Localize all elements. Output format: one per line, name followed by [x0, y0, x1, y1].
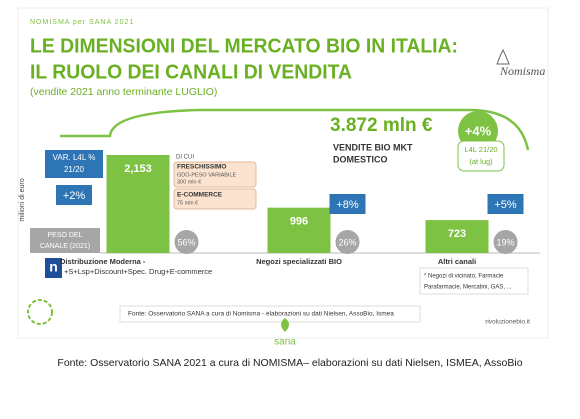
brand: NOMISMA per SANA 2021: [30, 19, 134, 26]
total-growth: +4%: [465, 123, 492, 138]
sana-leaf: [281, 318, 289, 332]
footnote-box: [419, 267, 529, 295]
category-label: Altri canali: [438, 257, 476, 266]
share-title: CANALE (2021): [40, 243, 90, 250]
source-box: [119, 305, 421, 323]
bar: [425, 220, 489, 253]
logo-icon: [496, 48, 510, 65]
growth-badge: [487, 194, 524, 214]
sustainability-logo: [27, 299, 53, 325]
title-line: IL RUOLO DEI CANALI DI VENDITA: [30, 61, 352, 83]
breakdown-text: 300 mln €: [177, 179, 201, 185]
total-bracket: [60, 108, 530, 151]
subtitle: (vendite 2021 anno terminante LUGLIO): [30, 86, 217, 98]
growth-badge: [56, 185, 92, 205]
share-label: 26%: [338, 237, 356, 247]
bar: [267, 207, 331, 253]
y-axis-label: milioni di euro: [19, 178, 26, 221]
value-label: 996: [290, 216, 308, 228]
nielsen-logo-letter: n: [49, 259, 58, 275]
breakdown-text: E-COMMERCE: [177, 192, 223, 199]
growth-label: +8%: [336, 199, 359, 211]
growth-title: VAR. L4L %: [53, 153, 96, 162]
share-label: 56%: [177, 237, 195, 247]
footnote: Parafarmacie, Mercatini, GAS, ...: [424, 285, 512, 291]
nielsen-logo: [45, 258, 62, 278]
breakdown-title: DI CUI: [176, 155, 194, 161]
share-label: 19%: [496, 237, 514, 247]
sana-logo: sana: [274, 337, 296, 348]
breakdown-text: 75 mln €: [177, 200, 198, 206]
value-label: 723: [448, 228, 466, 240]
total-description: DOMESTICO: [333, 154, 388, 164]
caption: Fonte: Osservatorio SANA 2021 a cura di …: [57, 357, 522, 369]
growth-note-box: [457, 140, 505, 172]
category-label: Distribuzione Moderna -: [60, 257, 146, 266]
share-title-box: [30, 228, 100, 253]
breakdown-box: [173, 188, 257, 210]
growth-title: 21/20: [64, 165, 85, 174]
footnote: * Negozi di vicinato, Farmacie: [424, 274, 504, 280]
breakdown-text: GDO-PESO VARIABILE: [177, 172, 237, 178]
growth-badge: [329, 194, 366, 214]
category-label: Negozi specializzati BIO: [256, 257, 342, 266]
breakdown-box: [173, 161, 257, 188]
growth-label: +2%: [63, 190, 86, 202]
share-badge: [493, 230, 518, 254]
logo: Nomisma: [499, 64, 545, 78]
total-description: VENDITE BIO MKT: [333, 142, 413, 152]
value-label: 2,153: [124, 163, 152, 175]
title-line: LE DIMENSIONI DEL MERCATO BIO IN ITALIA:: [30, 35, 458, 57]
website: rivoluzionebio.it: [485, 319, 530, 326]
share-title: PESO DEL: [47, 232, 82, 239]
breakdown-text: FRESCHISSIMO: [177, 164, 226, 171]
growth-title-box: [45, 150, 103, 178]
share-badge: [174, 230, 199, 254]
source: Fonte: Osservatorio SANA a cura di Nomis…: [128, 311, 394, 318]
growth-label: +5%: [494, 199, 517, 211]
growth-note: L4L 21/20: [464, 145, 497, 154]
bar: [106, 155, 170, 253]
category-note: +S+Lsp+Discount+Spec. Drug+E-commerce: [64, 267, 212, 276]
growth-note: (at lug): [469, 157, 493, 166]
share-badge: [335, 230, 360, 254]
total-label: 3.872 mln €: [330, 115, 433, 136]
